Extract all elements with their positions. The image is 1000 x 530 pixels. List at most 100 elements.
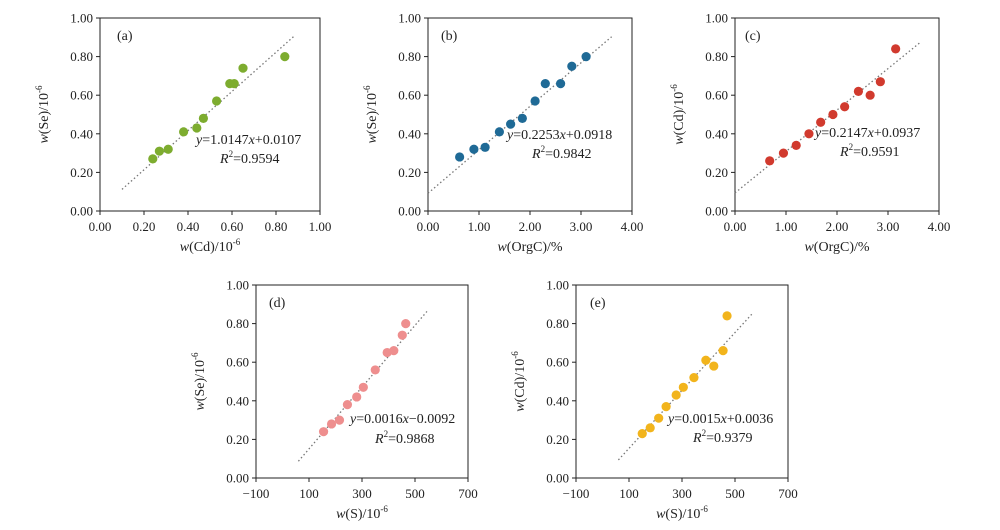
y-tick-label: 0.60: [546, 355, 569, 370]
data-point-11: [280, 52, 290, 62]
data-point-7: [689, 373, 699, 383]
scatter-panel-d: −100 100 300 500 700 0.00 0.20 0.40 0.60 0.80 1.00…: [190, 278, 478, 523]
y-tick-label: 1.00: [546, 278, 569, 293]
x-tick-label: 1.00: [468, 219, 491, 234]
x-tick-label: 2.00: [826, 219, 849, 234]
x-tick-label: 0.00: [89, 219, 112, 234]
x-tick-label: 0.80: [265, 219, 288, 234]
data-point-1: [765, 156, 775, 166]
x-tick-label: 4.00: [621, 219, 644, 234]
data-point-7: [370, 365, 380, 375]
data-point-4: [494, 127, 504, 137]
data-point-3: [791, 140, 801, 150]
x-tick-label: 700: [778, 486, 798, 501]
y-tick-label: 0.20: [226, 432, 249, 447]
x-tick-label: 3.00: [570, 219, 593, 234]
x-tick-label: 300: [672, 486, 692, 501]
x-tick-label: 0.00: [417, 219, 440, 234]
data-point-5: [352, 392, 362, 402]
scatter-panel-e: −100 100 300 500 700 0.00 0.20 0.40 0.60 0.80 1.00…: [510, 278, 798, 523]
data-point-11: [401, 319, 411, 329]
data-point-10: [718, 346, 728, 356]
x-tick-label: 500: [405, 486, 425, 501]
x-tick-label: 500: [725, 486, 745, 501]
plot-frame: [99, 17, 321, 212]
data-point-3: [334, 415, 345, 425]
panel-label: (e): [590, 296, 606, 311]
data-point-8: [853, 86, 864, 96]
y-axis-title: w(Se)/10-6: [190, 352, 208, 411]
x-tick-label: 0.00: [724, 219, 747, 234]
y-axis-title: w(Cd)/10-6: [669, 84, 687, 145]
data-point-7: [530, 96, 540, 106]
r-squared: R2=0.9594: [219, 149, 279, 167]
x-tick-label: 300: [352, 486, 372, 501]
y-tick-label: 0.40: [70, 126, 93, 141]
y-tick-label: 0.00: [226, 471, 249, 486]
panel-label: (b): [441, 29, 458, 44]
data-point-10: [238, 63, 248, 73]
data-point-4: [661, 401, 671, 412]
data-point-3: [654, 413, 664, 423]
y-axis-title: w(Cd)/10-6: [510, 351, 528, 412]
data-point-3: [480, 142, 490, 152]
data-point-11: [722, 311, 732, 321]
data-point-8: [540, 79, 550, 89]
y-tick-label: 0.00: [546, 471, 569, 486]
r-squared: R2=0.9842: [531, 144, 591, 162]
trend-line: [734, 41, 922, 194]
data-point-7: [212, 96, 222, 106]
data-point-6: [678, 382, 688, 392]
y-tick-label: 0.40: [705, 126, 728, 141]
x-axis-title: w(OrgC)/%: [804, 240, 869, 255]
y-tick-label: 0.80: [226, 316, 249, 331]
regression-equation: y=0.2147x+0.0937: [813, 126, 920, 141]
x-axis-title: w(Cd)/10-6: [180, 237, 241, 255]
data-point-11: [581, 52, 591, 62]
r-squared: R2=0.9868: [374, 429, 434, 447]
y-tick-label: 0.40: [226, 393, 249, 408]
y-tick-label: 0.80: [70, 49, 93, 64]
y-tick-label: 1.00: [226, 278, 249, 293]
data-point-9: [229, 79, 239, 89]
x-tick-label: 1.00: [775, 219, 798, 234]
y-tick-label: 0.60: [226, 355, 249, 370]
data-point-2: [469, 144, 479, 154]
plot-frame: [575, 284, 789, 479]
data-point-4: [179, 127, 189, 137]
data-point-10: [567, 61, 577, 71]
y-tick-label: 0.60: [705, 88, 728, 103]
data-point-4: [804, 129, 814, 139]
data-point-4: [342, 400, 353, 410]
y-tick-label: 0.40: [546, 393, 569, 408]
data-point-6: [358, 382, 368, 392]
x-axis-title: w(S)/10-6: [656, 504, 708, 522]
y-axis-title: w(Se)/10-6: [34, 85, 52, 144]
regression-equation: y=1.0147x+0.0107: [194, 133, 301, 148]
y-tick-label: 0.20: [546, 432, 569, 447]
data-point-1: [318, 427, 329, 437]
panel-label: (a): [117, 29, 133, 44]
y-tick-label: 0.60: [398, 88, 421, 103]
data-point-5: [671, 390, 681, 400]
data-point-2: [326, 419, 337, 429]
x-tick-label: 1.00: [309, 219, 332, 234]
scatter-panel-c: 0.00 1.00 2.00 3.00 4.00 0.00 0.20 0.40 0.60 0.80…: [669, 11, 950, 256]
y-tick-label: 0.60: [70, 88, 93, 103]
y-tick-label: 0.80: [398, 49, 421, 64]
y-tick-label: 0.20: [705, 165, 728, 180]
data-point-9: [865, 90, 875, 100]
regression-equation: y=0.0016x−0.0092: [348, 412, 455, 427]
y-tick-label: 1.00: [705, 11, 728, 26]
plot-frame: [427, 17, 633, 212]
x-tick-label: 0.20: [133, 219, 156, 234]
data-point-5: [192, 123, 202, 133]
data-point-5: [506, 119, 516, 129]
x-tick-label: 0.40: [177, 219, 200, 234]
scatter-panel-b: 0.00 1.00 2.00 3.00 4.00 0.00 0.20 0.40 0.60 0.80…: [362, 11, 643, 256]
data-point-1: [637, 429, 647, 439]
y-tick-label: 0.00: [705, 204, 728, 219]
panel-label: (c): [745, 29, 761, 44]
regression-equation: y=0.0015x+0.0036: [666, 412, 773, 427]
